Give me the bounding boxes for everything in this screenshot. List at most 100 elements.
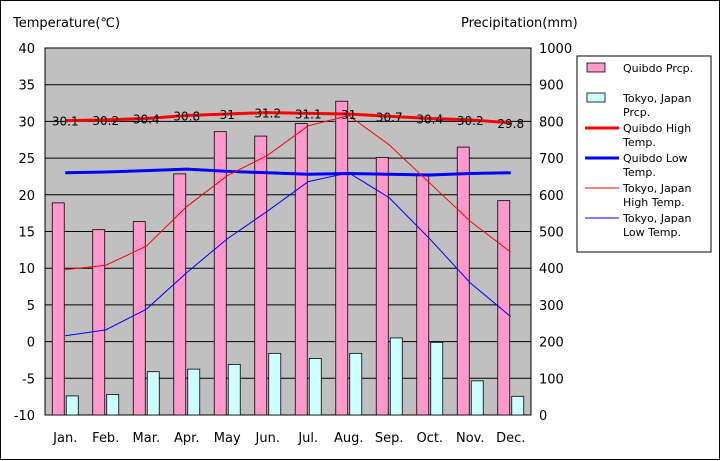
legend-label: Low Temp. xyxy=(623,226,681,239)
precipitation-bar xyxy=(213,131,227,416)
y-right-tick-label: 600 xyxy=(539,189,564,204)
temperature-line xyxy=(65,111,511,125)
precipitation-bar xyxy=(146,371,160,416)
precipitation-bars xyxy=(51,100,525,416)
y-right-tick-label: 800 xyxy=(539,115,564,130)
y-left-tick-label: 25 xyxy=(18,152,35,167)
precipitation-bar xyxy=(497,200,511,416)
y-left-tick-label: 10 xyxy=(18,262,35,277)
data-label: 30.2 xyxy=(92,114,119,128)
data-label: 30.2 xyxy=(457,114,484,128)
precipitation-bar xyxy=(335,100,349,416)
legend-label: Quibdo High xyxy=(623,122,691,135)
y-right-tick-label: 1000 xyxy=(539,42,572,57)
legend-label: Temp. xyxy=(622,166,656,179)
legend-label: Prcp. xyxy=(623,106,650,119)
legend-label: Tokyo, Japan xyxy=(622,212,691,225)
x-tick-label: Dec. xyxy=(496,431,525,446)
y-left-tick-label: 35 xyxy=(18,79,35,94)
precipitation-bar xyxy=(106,394,120,416)
x-tick-label: Aug. xyxy=(334,431,364,446)
precipitation-bar xyxy=(308,358,322,416)
data-label: 30.8 xyxy=(173,110,200,124)
legend-label: Quibdo Low xyxy=(623,152,688,165)
legend-box xyxy=(576,55,712,253)
data-label: 29.8 xyxy=(497,117,524,131)
precipitation-bar xyxy=(416,174,430,416)
y-right-tick-label: 500 xyxy=(539,226,564,241)
x-tick-label: Jul. xyxy=(297,431,318,446)
x-tick-label: Mar. xyxy=(133,431,160,446)
y-left-tick-label: 5 xyxy=(27,299,35,314)
precipitation-bar xyxy=(227,363,241,416)
data-label: 30.4 xyxy=(133,112,160,126)
y-right-tick-label: 300 xyxy=(539,299,564,314)
y-right-tick-label: 700 xyxy=(539,152,564,167)
x-tick-label: Nov. xyxy=(456,431,485,446)
legend-label: Quibdo Prcp. xyxy=(623,62,693,75)
x-ticks: Jan. Feb. Mar. Apr. May Jun. Jul. Aug. Sep. Oct. N… xyxy=(52,431,525,446)
precipitation-bar xyxy=(294,123,308,416)
data-label: 31.1 xyxy=(295,107,322,121)
precipitation-bar xyxy=(430,341,444,416)
precipitation-bar xyxy=(187,368,201,416)
x-tick-label: Oct. xyxy=(416,431,443,446)
x-tick-label: Sep. xyxy=(375,431,404,446)
precipitation-bar xyxy=(456,146,470,416)
legend-swatch xyxy=(586,62,606,73)
data-label: 30.4 xyxy=(416,112,443,126)
y-left-tick-label: 0 xyxy=(27,336,35,351)
data-label: 31 xyxy=(220,108,235,122)
precipitation-bar xyxy=(92,229,106,416)
y-left-tick-label: 15 xyxy=(18,226,35,241)
y-left-tick-label: 40 xyxy=(18,42,35,57)
x-tick-label: Jan. xyxy=(52,431,77,446)
temperature-line xyxy=(65,114,512,271)
legend-swatch xyxy=(586,92,606,103)
x-tick-label: May xyxy=(214,431,241,446)
data-label: 31 xyxy=(341,108,356,122)
y-right-tick-label: 400 xyxy=(539,262,564,277)
y-right-tick-label: 100 xyxy=(539,372,564,387)
precipitation-bar xyxy=(389,337,403,416)
y-right-tick-label: 0 xyxy=(539,409,547,424)
precipitation-bar xyxy=(132,221,146,416)
temperature-line xyxy=(65,167,511,177)
data-label: 30.7 xyxy=(376,110,403,124)
data-labels: 30.1 30.2 30.4 30.8 31 31.2 31.1 31 30.7 30.4 30.2… xyxy=(52,107,524,131)
legend-label: Tokyo, Japan xyxy=(622,92,691,105)
y-left-tick-label: 20 xyxy=(18,189,35,204)
temperature-lines xyxy=(65,111,512,337)
precipitation-bar xyxy=(173,173,187,416)
y-left-tick-label: -10 xyxy=(14,409,35,424)
legend-label: Tokyo, Japan xyxy=(622,182,691,195)
legend-label: Temp. xyxy=(622,136,656,149)
precipitation-bar xyxy=(254,135,268,416)
temperature-line xyxy=(65,172,512,337)
x-tick-label: Apr. xyxy=(174,431,199,446)
precipitation-bar xyxy=(268,352,282,416)
data-label: 31.2 xyxy=(254,107,281,121)
y-right-tick-label: 200 xyxy=(539,336,564,351)
y-right-tick-label: 900 xyxy=(539,79,564,94)
gridlines xyxy=(45,84,531,379)
precipitation-bar xyxy=(470,380,484,416)
y-left-tick-label: -5 xyxy=(22,372,35,387)
precipitation-bar xyxy=(375,156,389,416)
legend-label: High Temp. xyxy=(623,196,685,209)
x-tick-label: Feb. xyxy=(92,431,119,446)
y-left-tick-label: 30 xyxy=(18,115,35,130)
precipitation-bar xyxy=(65,395,79,416)
precipitation-bar xyxy=(51,202,65,416)
precipitation-bar xyxy=(511,395,525,416)
precipitation-bar xyxy=(349,352,363,416)
x-tick-label: Jun. xyxy=(255,431,280,446)
y-left-axis-title: Temperature(℃) xyxy=(12,16,120,31)
y-left-ticks: 40 35 30 25 20 15 10 5 0 -5 -10 xyxy=(14,42,35,424)
data-label: 30.1 xyxy=(52,115,79,129)
y-right-axis-title: Precipitation(mm) xyxy=(461,16,578,31)
